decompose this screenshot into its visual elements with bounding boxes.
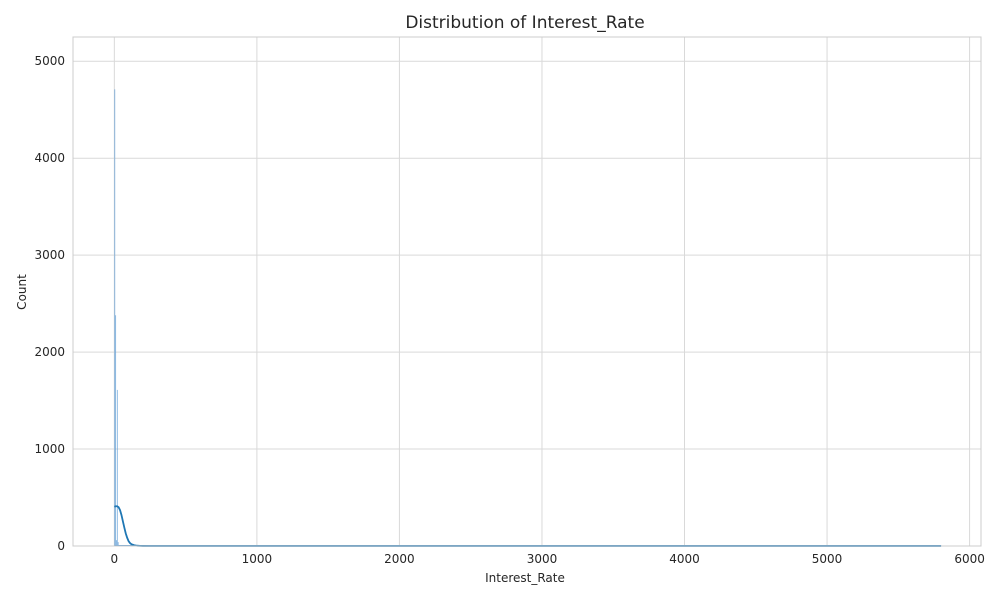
y-tick-label: 3000 [34,248,65,262]
y-axis-label: Count [15,274,29,310]
histogram-bar [115,315,117,546]
x-tick-label: 1000 [242,552,273,566]
y-tick-label: 0 [57,539,65,553]
y-tick-label: 5000 [34,54,65,68]
histogram-bar [116,389,118,546]
histogram-bar [114,89,116,547]
x-tick-label: 4000 [669,552,700,566]
x-tick-label: 5000 [812,552,843,566]
y-tick-label: 2000 [34,345,65,359]
y-tick-label: 4000 [34,151,65,165]
x-tick-label: 0 [111,552,119,566]
grid-lines [73,37,981,547]
x-tick-label: 2000 [384,552,415,566]
x-tick-label: 6000 [954,552,985,566]
x-tick-labels: 0 1000 2000 3000 4000 5000 6000 [111,552,985,566]
plot-frame [72,36,982,547]
histogram-bar [117,542,119,546]
x-axis-label: Interest_Rate [485,571,565,585]
y-tick-labels: 0 1000 2000 3000 4000 5000 [34,54,65,553]
y-tick-label: 1000 [34,442,65,456]
histogram-bar [116,540,117,546]
plot-background [73,37,981,546]
chart-title: Distribution of Interest_Rate [405,13,644,33]
x-tick-label: 3000 [527,552,558,566]
